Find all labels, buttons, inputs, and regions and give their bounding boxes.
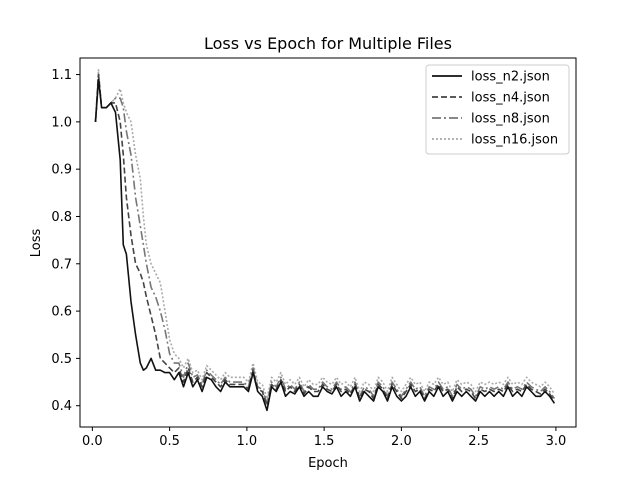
y-tick-label: 1.1 <box>51 68 72 83</box>
legend-box <box>425 64 570 155</box>
y-tick-label: 0.7 <box>51 257 72 272</box>
plot-area <box>94 69 556 412</box>
y-tick-label: 0.5 <box>51 352 72 367</box>
x-tick-label: 3.0 <box>546 434 567 449</box>
y-tick-label: 0.6 <box>51 305 72 320</box>
series-line-loss-n2-json <box>94 78 556 412</box>
legend-label: loss_n8.json <box>471 112 550 127</box>
chart-title: Loss vs Epoch for Multiple Files <box>204 34 452 53</box>
x-tick-label: 0.0 <box>82 434 103 449</box>
series-line-loss-n8-json <box>94 73 556 405</box>
y-tick-label: 0.4 <box>51 399 72 414</box>
y-axis: 0.4 0.5 0.6 0.7 0.8 0.9 1.0 1.1 <box>51 68 80 414</box>
x-tick-label: 2.5 <box>468 434 489 449</box>
y-tick-label: 0.8 <box>51 210 72 225</box>
x-axis-label: Epoch <box>308 456 348 471</box>
series-line-loss-n4-json <box>94 73 556 407</box>
plot-frame <box>79 57 577 428</box>
legend-label: loss_n4.json <box>471 91 550 106</box>
legend-label: loss_n2.json <box>471 70 550 85</box>
legend-label: loss_n16.json <box>471 133 558 148</box>
x-axis: 0.0 0.5 1.0 1.5 2.0 2.5 3.0 <box>82 427 566 449</box>
x-tick-label: 1.5 <box>314 434 335 449</box>
x-tick-label: 1.0 <box>237 434 258 449</box>
y-tick-label: 1.0 <box>51 115 72 130</box>
x-tick-label: 0.5 <box>159 434 180 449</box>
y-axis-label: Loss <box>29 229 44 258</box>
legend: loss_n2.json loss_n4.json loss_n8.jsonloss… <box>425 64 570 155</box>
x-tick-label: 2.0 <box>391 434 412 449</box>
y-tick-label: 0.9 <box>51 163 72 178</box>
